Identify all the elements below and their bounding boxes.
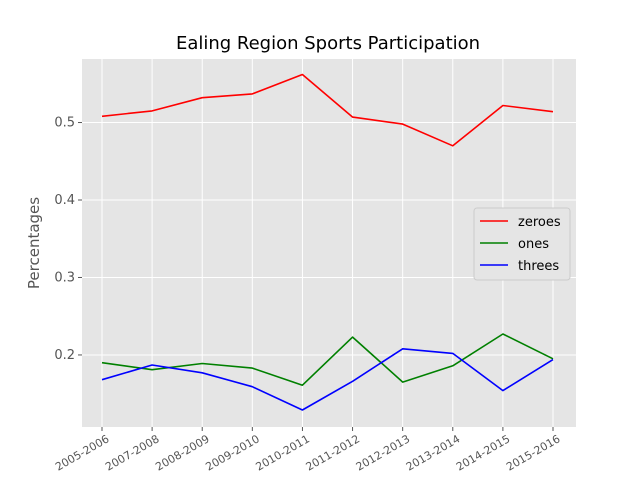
chart-title: Ealing Region Sports Participation xyxy=(176,33,480,54)
x-tick-label: 2015-2016 xyxy=(504,432,562,473)
x-axis-ticks: 2005-20062007-20082008-20092009-20102010… xyxy=(53,427,563,474)
legend-label-threes: threes xyxy=(518,259,559,274)
y-tick-label: 0.2 xyxy=(54,348,75,363)
series-line-zeroes xyxy=(101,73,554,147)
legend-label-zeroes: zeroes xyxy=(518,215,561,230)
x-tick-label: 2005-2006 xyxy=(53,432,111,473)
y-axis-ticks: 0.2 0.3 0.4 0.5 xyxy=(54,116,82,363)
series-line-ones xyxy=(101,333,554,387)
y-tick-label: 0.5 xyxy=(54,116,75,131)
legend-label-ones: ones xyxy=(518,237,549,252)
series-lines xyxy=(101,73,554,411)
y-tick-label: 0.4 xyxy=(54,193,75,208)
legend: zeroes ones threes xyxy=(473,207,571,281)
y-tick-label: 0.3 xyxy=(54,270,75,285)
x-tick-label: 2007-2008 xyxy=(103,432,161,473)
legend-box xyxy=(473,207,571,281)
x-tick-label: 2009-2010 xyxy=(203,432,261,473)
grid-lines xyxy=(82,59,576,427)
x-tick-label: 2012-2013 xyxy=(354,432,412,473)
x-tick-label: 2014-2015 xyxy=(454,432,512,473)
x-tick-label: 2011-2012 xyxy=(304,432,362,473)
x-tick-label: 2013-2014 xyxy=(404,432,462,473)
x-tick-label: 2008-2009 xyxy=(153,432,211,473)
x-tick-label: 2010-2011 xyxy=(254,432,312,473)
y-axis-label: Percentages xyxy=(25,197,43,289)
series-line-threes xyxy=(101,347,554,411)
